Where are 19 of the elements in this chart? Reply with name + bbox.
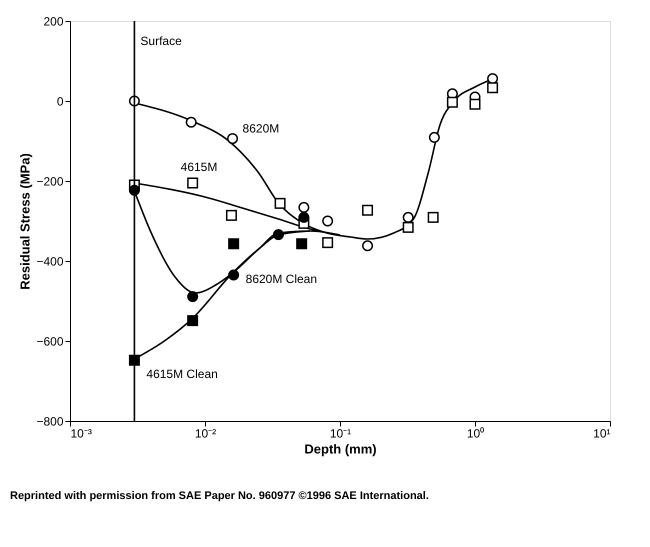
series-label: 4615M bbox=[180, 160, 218, 174]
y-tick-label: 200 bbox=[43, 14, 64, 28]
series-label: 8620M bbox=[242, 122, 280, 136]
y-tick-label: 0 bbox=[56, 94, 64, 108]
y-tick-label: −600 bbox=[36, 334, 64, 348]
x-tick-label: 10¹ bbox=[593, 426, 611, 440]
x-tick-label: 10⁻³ bbox=[70, 426, 92, 440]
y-axis-title: Residual Stress (MPa) bbox=[17, 153, 32, 290]
ref-line-label: Surface bbox=[140, 34, 182, 48]
text: Reprinted with permission from SAE Paper No. 960977 ©1996 SAE International. bbox=[10, 490, 429, 502]
y-tick-label: −200 bbox=[36, 174, 64, 188]
x-tick-label: 10⁰ bbox=[466, 426, 484, 440]
y-tick-label: −800 bbox=[36, 414, 64, 428]
x-axis-title: Depth (mm) bbox=[304, 442, 377, 456]
series-label: 4615M Clean bbox=[146, 367, 218, 382]
x-tick-label: 10⁻¹ bbox=[330, 426, 352, 440]
series-label: 8620M Clean bbox=[246, 272, 318, 286]
x-tick-label: 10⁻² bbox=[194, 426, 216, 440]
y-tick-label: −400 bbox=[36, 254, 64, 268]
